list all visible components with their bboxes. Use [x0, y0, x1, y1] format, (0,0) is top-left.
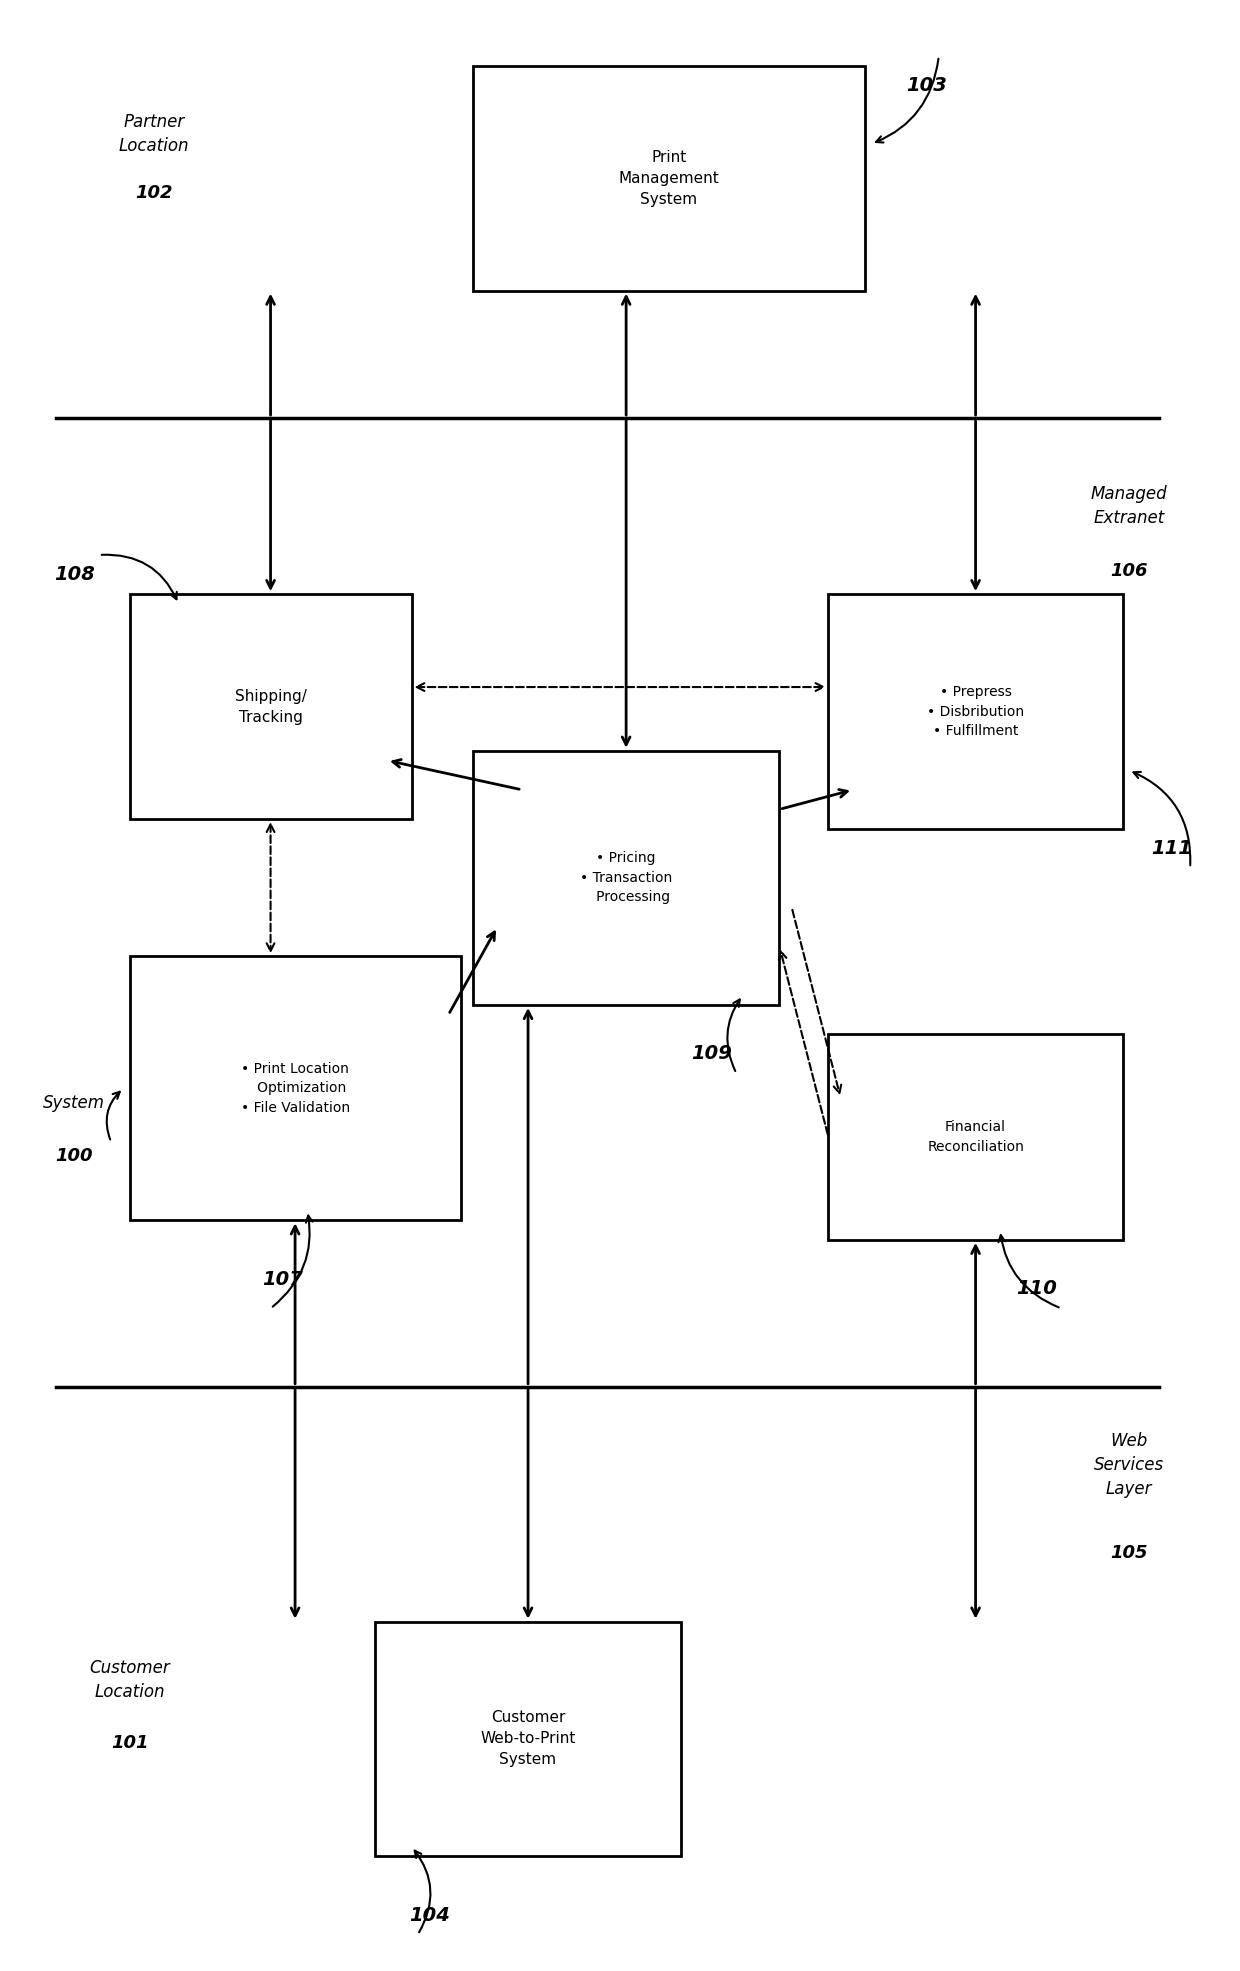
- Text: 101: 101: [110, 1734, 149, 1752]
- Text: 110: 110: [1017, 1279, 1058, 1299]
- Text: 104: 104: [409, 1906, 450, 1924]
- Text: 100: 100: [56, 1147, 93, 1165]
- Text: Partner
Location: Partner Location: [119, 114, 190, 156]
- Text: 108: 108: [55, 566, 94, 583]
- Text: Customer
Location: Customer Location: [89, 1660, 170, 1701]
- Text: Shipping/
Tracking: Shipping/ Tracking: [234, 688, 306, 725]
- Text: • Print Location
   Optimization
• File Validation: • Print Location Optimization • File Val…: [241, 1062, 350, 1116]
- Text: Managed
Extranet: Managed Extranet: [1090, 485, 1167, 526]
- Text: 107: 107: [263, 1269, 304, 1289]
- Text: 106: 106: [1110, 562, 1147, 579]
- Text: 111: 111: [1151, 840, 1192, 857]
- Text: Customer
Web-to-Print
System: Customer Web-to-Print System: [480, 1711, 575, 1768]
- FancyBboxPatch shape: [129, 593, 412, 820]
- FancyBboxPatch shape: [472, 751, 780, 1005]
- Text: 102: 102: [135, 183, 172, 201]
- Text: Print
Management
System: Print Management System: [619, 150, 719, 207]
- Text: Financial
Reconciliation: Financial Reconciliation: [928, 1120, 1024, 1153]
- FancyBboxPatch shape: [472, 65, 866, 292]
- Text: System: System: [43, 1094, 105, 1112]
- Text: 105: 105: [1110, 1543, 1147, 1563]
- Text: Web
Services
Layer: Web Services Layer: [1094, 1433, 1164, 1498]
- Text: • Pricing
• Transaction
   Processing: • Pricing • Transaction Processing: [580, 851, 672, 905]
- Text: • Prepress
• Disbribution
• Fulfillment: • Prepress • Disbribution • Fulfillment: [928, 686, 1024, 737]
- FancyBboxPatch shape: [828, 593, 1122, 830]
- FancyBboxPatch shape: [129, 956, 460, 1220]
- Text: 103: 103: [906, 75, 947, 95]
- FancyBboxPatch shape: [374, 1622, 681, 1857]
- Text: 109: 109: [692, 1045, 733, 1064]
- FancyBboxPatch shape: [828, 1035, 1122, 1240]
